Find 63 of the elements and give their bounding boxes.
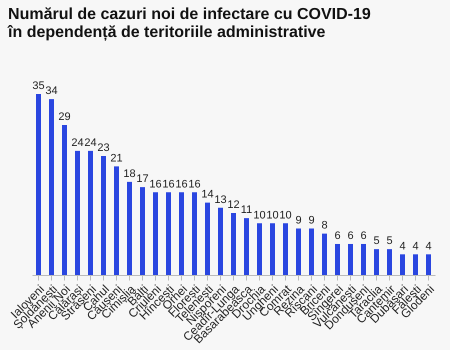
data-label: 21	[110, 152, 123, 164]
bar	[283, 223, 288, 275]
bar	[179, 192, 184, 275]
bar	[36, 94, 41, 275]
bar	[101, 156, 106, 275]
chart-title: Numărul de cazuri noi de infectare cu COVID-19 în dependență de teritoriile administrative	[7, 6, 371, 41]
bar	[88, 150, 93, 275]
bar	[374, 249, 379, 275]
bar	[335, 244, 340, 275]
data-label: 16	[188, 178, 201, 190]
data-label: 5	[373, 235, 380, 248]
bar	[75, 150, 80, 275]
data-label: 10	[253, 209, 266, 222]
data-label: 29	[58, 111, 71, 124]
bar	[400, 254, 405, 275]
data-label: 4	[412, 240, 419, 252]
bar	[140, 187, 145, 275]
bar	[322, 234, 327, 275]
data-label: 16	[162, 178, 175, 190]
data-label: 10	[279, 209, 292, 222]
bar	[218, 208, 223, 275]
bar	[309, 228, 314, 275]
bar	[127, 182, 132, 275]
data-label: 6	[360, 230, 367, 242]
data-label: 5	[386, 235, 393, 248]
data-label: 11	[240, 204, 252, 216]
data-label: 13	[214, 194, 227, 206]
bar	[361, 244, 366, 275]
bar	[231, 212, 236, 275]
bar	[166, 192, 171, 275]
data-label: 6	[347, 230, 354, 242]
data-label: 4	[425, 240, 432, 252]
bar	[413, 254, 418, 275]
bar	[153, 192, 158, 275]
data-label: 14	[201, 188, 214, 201]
bar	[296, 228, 301, 275]
bar	[348, 244, 353, 275]
bar	[114, 166, 119, 275]
bar	[387, 249, 392, 275]
data-label: 9	[295, 214, 302, 226]
data-label: 16	[149, 178, 162, 190]
data-label: 12	[227, 198, 240, 211]
data-label: 18	[123, 168, 136, 180]
bar	[244, 218, 249, 275]
data-label: 17	[136, 173, 149, 186]
data-label: 9	[308, 214, 315, 226]
data-label: 4	[399, 240, 406, 252]
bar	[426, 254, 431, 275]
bar	[192, 192, 197, 275]
data-label: 10	[266, 209, 279, 222]
data-label: 34	[45, 85, 58, 98]
bar	[205, 202, 210, 275]
bar	[257, 223, 262, 275]
data-label: 24	[84, 136, 97, 149]
bar	[49, 99, 54, 275]
bar	[62, 125, 67, 275]
data-label: 16	[175, 178, 188, 190]
data-label: 8	[321, 220, 328, 232]
data-label: 6	[334, 230, 341, 242]
data-label: 24	[71, 136, 84, 149]
bar	[270, 223, 275, 275]
data-label: 35	[32, 80, 45, 92]
data-label: 23	[97, 142, 110, 154]
